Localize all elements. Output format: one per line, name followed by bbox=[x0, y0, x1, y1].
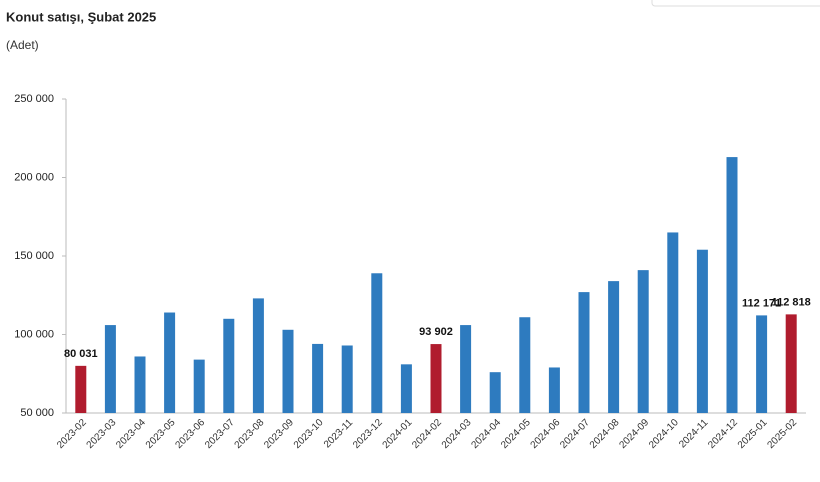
x-tick-label: 2024-08 bbox=[588, 417, 622, 451]
x-tick-label: 2024-03 bbox=[440, 417, 474, 451]
bar bbox=[489, 372, 501, 413]
x-tick-label: 2024-04 bbox=[469, 417, 503, 451]
x-tick-label: 2023-08 bbox=[233, 417, 267, 451]
x-tick-label: 2023-09 bbox=[262, 417, 296, 451]
x-tick-label: 2024-02 bbox=[410, 417, 444, 451]
value-label: 112 171 bbox=[742, 297, 781, 309]
bar bbox=[193, 359, 205, 413]
bar bbox=[460, 325, 472, 413]
bar bbox=[341, 345, 353, 413]
bar bbox=[312, 343, 324, 413]
value-label: 112 818 bbox=[772, 296, 811, 308]
value-label: 93 902 bbox=[419, 326, 453, 338]
bar bbox=[519, 317, 531, 413]
bar bbox=[164, 312, 176, 413]
x-tick-label: 2024-10 bbox=[647, 417, 681, 451]
x-tick-label: 2024-01 bbox=[381, 417, 415, 451]
bar bbox=[223, 318, 235, 413]
bar bbox=[282, 329, 294, 413]
y-tick-label: 50 000 bbox=[20, 407, 54, 419]
y-tick-label: 250 000 bbox=[14, 93, 54, 105]
x-tick-label: 2024-09 bbox=[617, 417, 651, 451]
bar bbox=[756, 315, 768, 413]
x-tick-label: 2023-04 bbox=[114, 417, 148, 451]
bar bbox=[400, 364, 412, 413]
bar bbox=[548, 367, 560, 413]
overlay-panel bbox=[651, 0, 820, 7]
bar bbox=[430, 344, 442, 413]
x-tick-label: 2023-02 bbox=[55, 417, 89, 451]
bar bbox=[252, 298, 264, 413]
x-tick-label: 2023-12 bbox=[351, 417, 385, 451]
bar bbox=[371, 273, 383, 413]
bar bbox=[104, 325, 116, 413]
chart-subtitle: (Adet) bbox=[6, 38, 39, 52]
x-tick-label: 2024-11 bbox=[677, 417, 711, 451]
x-tick-label: 2024-07 bbox=[558, 417, 592, 451]
x-tick-label: 2024-05 bbox=[499, 417, 533, 451]
x-tick-label: 2025-02 bbox=[765, 417, 799, 451]
bar bbox=[696, 249, 708, 413]
x-tick-label: 2023-11 bbox=[322, 417, 356, 451]
x-tick-label: 2023-05 bbox=[144, 417, 178, 451]
bar bbox=[75, 365, 87, 413]
bar bbox=[134, 356, 146, 413]
bar bbox=[785, 314, 797, 413]
bar bbox=[608, 281, 620, 413]
bar bbox=[578, 292, 590, 413]
y-tick-label: 150 000 bbox=[14, 250, 54, 262]
x-tick-label: 2024-12 bbox=[706, 417, 740, 451]
x-tick-label: 2023-03 bbox=[85, 417, 119, 451]
chart-title: Konut satışı, Şubat 2025 bbox=[6, 9, 156, 24]
x-tick-label: 2023-07 bbox=[203, 417, 237, 451]
bar bbox=[667, 232, 679, 413]
x-tick-label: 2024-06 bbox=[529, 417, 563, 451]
value-label: 80 031 bbox=[64, 348, 98, 360]
bar bbox=[726, 157, 738, 413]
x-tick-label: 2023-06 bbox=[173, 417, 207, 451]
y-tick-label: 200 000 bbox=[14, 171, 54, 183]
x-tick-label: 2023-10 bbox=[292, 417, 326, 451]
y-tick-label: 100 000 bbox=[14, 328, 54, 340]
bar bbox=[637, 270, 649, 413]
x-tick-label: 2025-01 bbox=[736, 417, 770, 451]
